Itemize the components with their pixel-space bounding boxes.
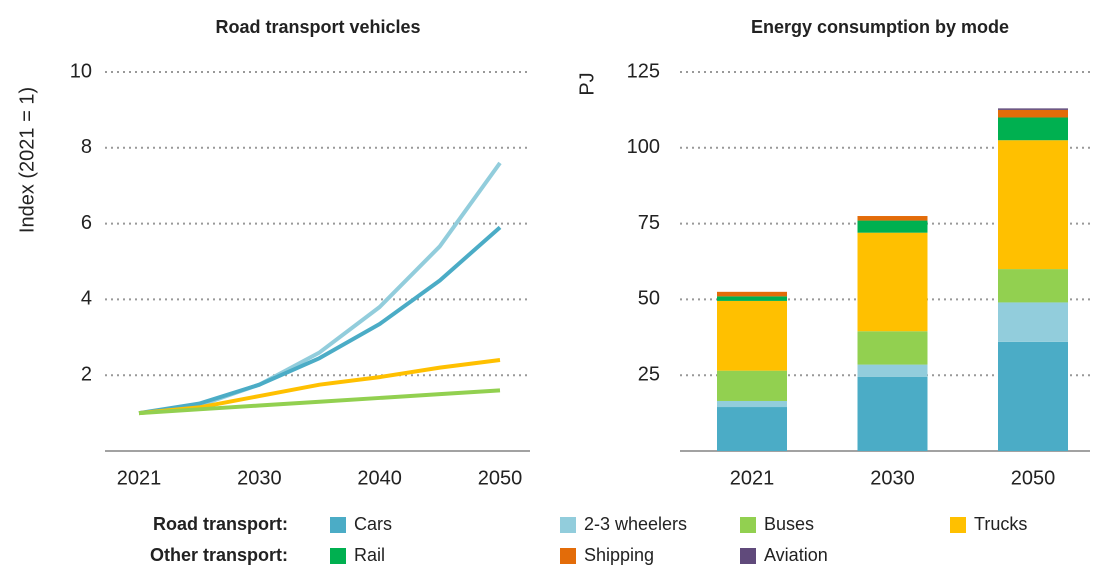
legend-swatch (330, 517, 346, 533)
y-tick-label: 6 (81, 212, 92, 234)
y-axis-label: PJ (576, 72, 598, 95)
legend-label: 2-3 wheelers (584, 514, 687, 534)
y-tick-label: 100 (627, 136, 660, 158)
y-axis-label: Index (2021 = 1) (16, 87, 38, 233)
line (138, 225, 502, 416)
y-tick-label: 10 (70, 60, 92, 82)
bar-segment (998, 117, 1068, 141)
legend-swatch (560, 517, 576, 533)
x-tick-label: 2030 (237, 467, 282, 489)
bar-segment (717, 300, 787, 371)
bar-segment (857, 376, 928, 451)
bar-segment (857, 364, 928, 377)
x-tick-label: 2030 (870, 467, 915, 489)
legend-swatch (740, 548, 756, 564)
bar-segment (857, 232, 928, 332)
x-tick-label: 2050 (478, 467, 523, 489)
bar-segment (717, 400, 787, 408)
legend-label: Trucks (974, 514, 1027, 534)
y-tick-label: 4 (81, 288, 92, 310)
y-tick-label: 75 (638, 212, 660, 234)
bar-segment (998, 140, 1068, 270)
chart-title: Road transport vehicles (215, 17, 420, 37)
chart-title: Energy consumption by mode (751, 17, 1009, 37)
legend-label: Buses (764, 514, 814, 534)
y-tick-label: 50 (638, 288, 660, 310)
legend-swatch (560, 548, 576, 564)
line (138, 161, 502, 416)
y-tick-label: 8 (81, 136, 92, 158)
bar-segment (998, 341, 1068, 451)
legend-label: Aviation (764, 545, 828, 565)
y-tick-label: 125 (627, 60, 660, 82)
y-tick-label: 2 (81, 363, 92, 385)
bar-segment (717, 407, 787, 451)
x-tick-label: 2021 (730, 467, 775, 489)
bar-segment (717, 296, 787, 301)
legend-swatch (330, 548, 346, 564)
legend-label: Cars (354, 514, 392, 534)
y-tick-label: 25 (638, 363, 660, 385)
legend-group-label: Road transport: (153, 514, 288, 534)
legend-label: Shipping (584, 545, 654, 565)
bar-segment (857, 220, 928, 233)
bar-segment (857, 331, 928, 365)
bar-segment (717, 370, 787, 401)
x-tick-label: 2050 (1011, 467, 1056, 489)
legend-label: Rail (354, 545, 385, 565)
x-tick-label: 2040 (357, 467, 402, 489)
bar-segment (998, 302, 1068, 342)
legend-swatch (950, 517, 966, 533)
bar-segment (998, 108, 1068, 110)
legend-group-label: Other transport: (150, 545, 288, 565)
bar-segment (998, 109, 1068, 118)
legend-swatch (740, 517, 756, 533)
bar-segment (998, 269, 1068, 303)
x-tick-label: 2021 (117, 467, 162, 489)
bar-segment (857, 216, 928, 221)
line (138, 388, 501, 416)
bar-segment (717, 291, 787, 297)
